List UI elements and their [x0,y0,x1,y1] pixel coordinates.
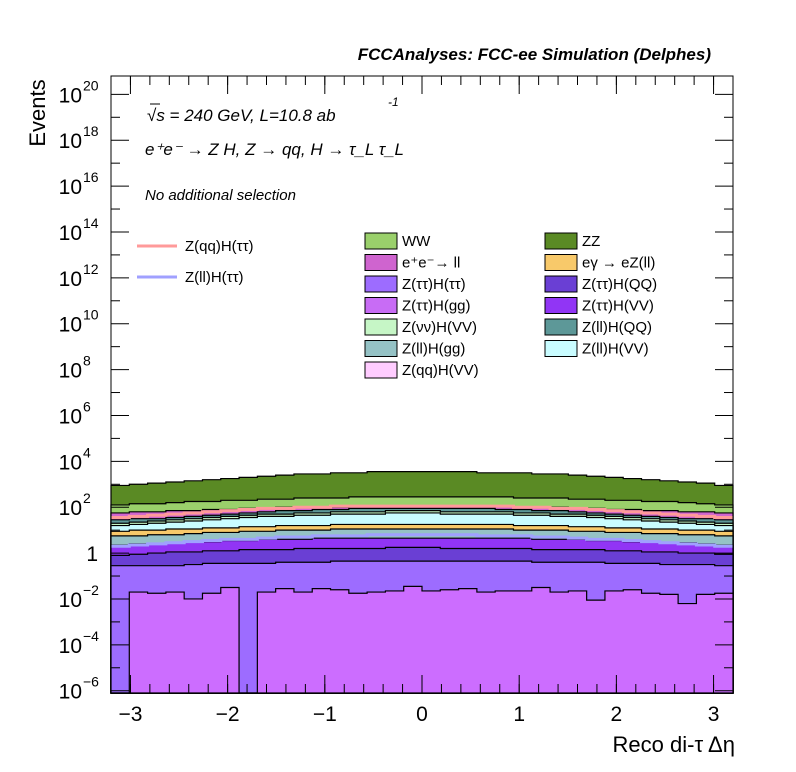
legend-swatch [544,340,578,357]
legend-label: WW [402,233,431,250]
y-tick-exponent: −6 [83,674,99,690]
legend-swatch [364,361,398,379]
legend-swatch [544,232,578,250]
energy-superscript: -1 [388,95,399,109]
y-tick-exponent: 16 [83,169,99,185]
stack-Z(qq)H(VV) [111,585,734,694]
y-tick-label: 10 [59,635,82,658]
legend-label: Z(ττ)H(gg) [402,298,471,315]
stacked-histograms [110,471,734,694]
process-label: e⁺e⁻ → Z H, Z → qq, H → τ_L τ_L [145,140,404,159]
legend: Z(qq)H(ττ) Z(ll)H(ττ) WW e⁺e⁻→ ll Z(ττ)H(ττ)… [137,232,657,379]
legend-label: Z(qq)H(VV) [402,362,479,379]
y-tick-label: 10 [59,314,82,337]
legend-label: Z(ll)H(ττ) [185,269,244,286]
y-axis-label: Events [25,79,50,146]
x-axis-label: Reco di-τ Δη [613,732,735,757]
legend-label: Z(ττ)H(VV) [582,298,654,315]
y-tick-label: 1 [86,543,98,566]
legend-swatch [364,254,398,271]
x-tick-label: 3 [708,703,720,726]
x-tick-label: −3 [118,703,142,726]
y-tick-label: 10 [59,681,82,704]
y-tick-label: 10 [59,360,82,383]
y-tick-exponent: 12 [83,261,99,277]
y-tick-exponent: 6 [83,398,91,414]
y-tick-label: 10 [59,268,82,291]
y-tick-exponent: 2 [83,490,91,506]
legend-swatch [544,275,578,293]
legend-label: Z(ll)H(QQ) [582,319,652,336]
legend-swatch [364,318,398,336]
selection-label: No additional selection [145,187,296,204]
signal-overlays [111,504,733,548]
legend-label: Z(ll)H(gg) [402,341,465,358]
legend-label: Z(νν)H(VV) [402,319,477,336]
chart-title: FCCAnalyses: FCC-ee Simulation (Delphes) [358,45,712,64]
y-tick-exponent: 18 [83,123,99,139]
y-tick-label: 10 [59,84,82,107]
y-tick-label: 10 [59,176,82,199]
y-tick-label: 10 [59,222,82,245]
legend-label: e⁺e⁻→ ll [402,255,460,272]
line-Z(ll)H(ττ) [111,533,733,548]
legend-swatch [544,254,578,271]
legend-swatch [364,275,398,293]
y-tick-exponent: 10 [83,307,99,323]
legend-swatch [544,318,578,336]
x-tick-label: −2 [216,703,240,726]
legend-label: Z(ττ)H(ττ) [402,276,466,293]
y-tick-exponent: −4 [83,628,99,644]
legend-label: Z(ll)H(VV) [582,341,649,358]
legend-swatch [364,232,398,250]
energy-label: √s = 240 GeV, L=10.8 ab [147,106,336,125]
y-tick-label: 10 [59,497,82,520]
legend-label: Z(qq)H(ττ) [185,238,254,255]
x-tick-label: 1 [513,703,525,726]
x-tick-label: 2 [611,703,623,726]
y-tick-exponent: 4 [83,444,91,460]
x-tick-label: −1 [313,703,337,726]
y-tick-label: 10 [59,405,82,428]
legend-label: eγ → eZ(ll) [582,255,655,272]
annotation-block: √s = 240 GeV, L=10.8 ab -1 e⁺e⁻ → Z H, Z… [145,95,404,204]
line-Z(qq)H(ττ) [111,504,733,520]
y-tick-label: 10 [59,451,82,474]
y-tick-label: 10 [59,589,82,612]
legend-swatch [364,340,398,357]
x-tick-label: 0 [416,703,428,726]
legend-swatch [364,297,398,314]
y-tick-exponent: 8 [83,353,91,369]
y-tick-exponent: 20 [83,77,99,93]
y-tick-exponent: −2 [83,582,99,598]
legend-label: ZZ [582,233,600,250]
y-tick-exponent: 14 [83,215,99,231]
legend-label: Z(ττ)H(QQ) [582,276,657,293]
legend-swatch [544,297,578,314]
y-tick-label: 10 [59,130,82,153]
